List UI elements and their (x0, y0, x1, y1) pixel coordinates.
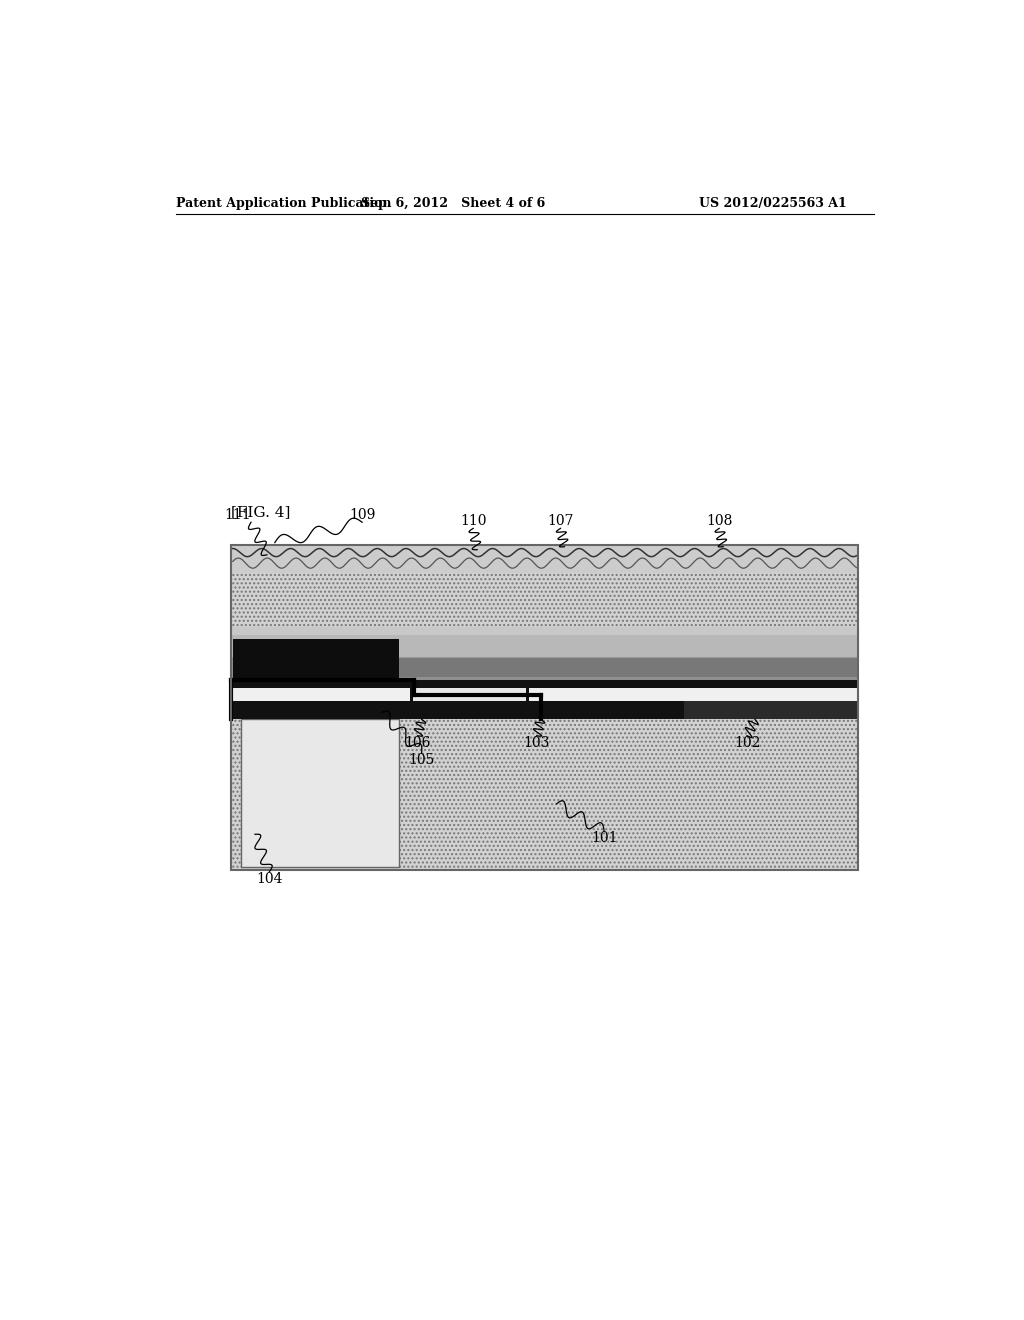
Text: 107: 107 (547, 515, 573, 528)
Bar (231, 545, 858, 870)
Bar (231, 688, 858, 701)
Bar (684, 701, 858, 719)
Text: 108: 108 (706, 515, 732, 528)
Bar (231, 680, 858, 688)
Text: 102: 102 (734, 735, 760, 750)
Bar (399, 659, 856, 677)
Bar (231, 627, 858, 635)
Text: [FIG. 4]: [FIG. 4] (231, 506, 291, 519)
Text: 103: 103 (523, 735, 550, 750)
Bar (231, 545, 858, 870)
Text: 106: 106 (404, 735, 431, 750)
Text: 101: 101 (591, 832, 617, 845)
Text: 109: 109 (349, 508, 376, 523)
Text: Patent Application Publication: Patent Application Publication (176, 197, 391, 210)
Bar (231, 657, 858, 680)
Bar (242, 719, 399, 867)
Bar (413, 688, 525, 701)
Bar (232, 639, 399, 680)
Bar (231, 627, 858, 657)
Text: 104: 104 (256, 873, 283, 886)
Text: 105: 105 (409, 752, 435, 767)
Text: US 2012/0225563 A1: US 2012/0225563 A1 (699, 197, 847, 210)
Bar (231, 545, 858, 573)
Bar (242, 719, 399, 867)
Text: 110: 110 (460, 515, 486, 528)
Bar (231, 701, 858, 719)
Text: 111: 111 (224, 508, 251, 523)
Bar (410, 680, 528, 704)
Text: Sep. 6, 2012   Sheet 4 of 6: Sep. 6, 2012 Sheet 4 of 6 (361, 197, 546, 210)
